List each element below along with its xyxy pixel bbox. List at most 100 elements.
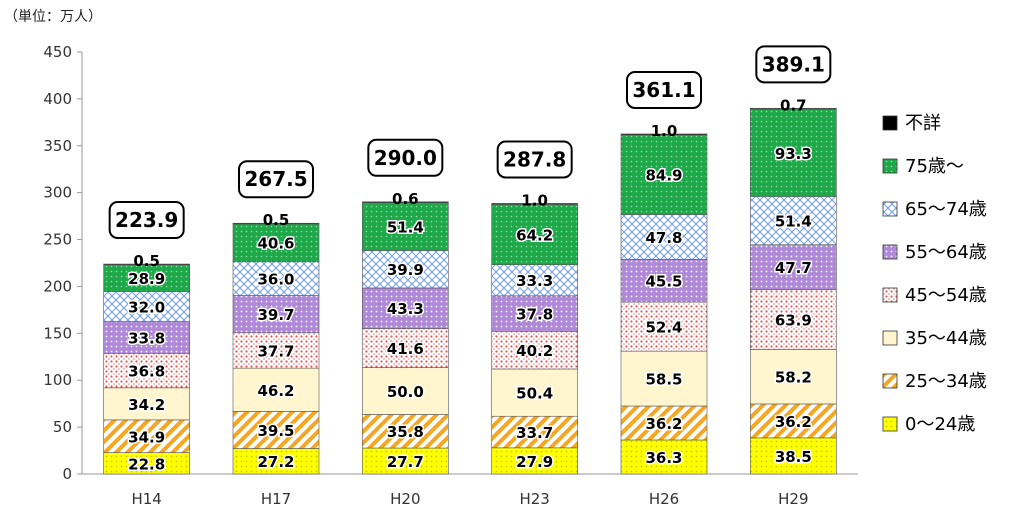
total-label: 290.0 bbox=[374, 146, 437, 170]
total-label: 223.9 bbox=[115, 208, 178, 232]
legend-label: 65～74歳 bbox=[905, 199, 987, 220]
total-label: 267.5 bbox=[244, 167, 307, 191]
data-label: 39.5 bbox=[257, 422, 294, 440]
data-label: 64.2 bbox=[516, 226, 553, 244]
bar-segment bbox=[103, 291, 190, 322]
total-callout-box bbox=[496, 140, 573, 179]
data-label: 27.9 bbox=[516, 453, 553, 471]
legend-label: 45～54歳 bbox=[905, 285, 987, 306]
bar-segment bbox=[232, 411, 320, 449]
legend-swatch bbox=[882, 416, 898, 432]
data-label: 0.5 bbox=[263, 211, 290, 229]
bar-segment bbox=[362, 201, 449, 203]
data-label: 50.0 bbox=[387, 383, 424, 401]
bar-segment bbox=[620, 133, 708, 136]
total-callout-box bbox=[626, 70, 702, 109]
bar-segment bbox=[750, 403, 837, 439]
data-label: 34.2 bbox=[128, 396, 165, 414]
data-label: 35.8 bbox=[387, 423, 424, 441]
data-label: 36.2 bbox=[645, 415, 682, 433]
legend-label: 0～24歳 bbox=[905, 414, 975, 435]
bar-segment bbox=[750, 289, 837, 350]
bar-segment bbox=[491, 447, 578, 475]
bar-segment bbox=[491, 204, 578, 265]
data-label: 38.5 bbox=[775, 448, 812, 466]
x-tick-label: H26 bbox=[649, 490, 679, 508]
bar-segment bbox=[750, 244, 837, 290]
total-label: 287.8 bbox=[503, 147, 566, 171]
data-label: 0.5 bbox=[133, 252, 160, 270]
data-label: 63.9 bbox=[775, 311, 812, 329]
axes: 0 50 100 150 200 250 300 350 400 450 bbox=[43, 43, 858, 483]
bar-segment bbox=[232, 367, 320, 412]
bar-segment bbox=[232, 261, 320, 296]
x-tick-label: H23 bbox=[519, 490, 549, 508]
bar-segment bbox=[362, 447, 449, 475]
data-label: 32.0 bbox=[128, 299, 165, 317]
y-tick-label: 300 bbox=[43, 184, 72, 202]
bar-segment bbox=[362, 287, 449, 329]
bar-segment bbox=[750, 437, 837, 475]
y-tick-label: 450 bbox=[43, 43, 72, 61]
data-label: 47.7 bbox=[775, 259, 812, 277]
bar-segment bbox=[491, 295, 578, 332]
data-label: 36.8 bbox=[128, 363, 165, 381]
y-tick-label: 200 bbox=[43, 277, 72, 295]
y-tick-label: 250 bbox=[43, 231, 72, 249]
data-label: 36.0 bbox=[257, 271, 294, 289]
data-label: 34.9 bbox=[128, 428, 165, 446]
data-label: 58.2 bbox=[775, 369, 812, 387]
bar-segment bbox=[103, 264, 190, 292]
bar-segment bbox=[232, 295, 320, 334]
bar-segment bbox=[620, 350, 708, 407]
legend-swatch bbox=[882, 244, 898, 260]
data-label: 39.9 bbox=[387, 261, 424, 279]
y-tick-label: 100 bbox=[43, 371, 72, 389]
y-tick-label: 150 bbox=[43, 324, 72, 342]
data-label: 45.5 bbox=[645, 273, 682, 291]
x-tick-label: H14 bbox=[131, 490, 161, 508]
bar-segment bbox=[491, 203, 578, 205]
x-tick-label: H17 bbox=[261, 490, 291, 508]
bar-segment bbox=[750, 108, 837, 110]
unit-label: （単位：万人） bbox=[4, 9, 102, 25]
legend: 不詳 75歳～ 65～74歳 55～64歳 45～54歳 35～44歳 25～34歳 0～24… bbox=[882, 113, 987, 435]
bar-segment bbox=[750, 196, 837, 246]
data-label: 36.3 bbox=[645, 449, 682, 467]
bar-segment bbox=[491, 368, 578, 417]
legend-label: 75歳～ bbox=[905, 156, 964, 177]
bar-segment bbox=[103, 321, 190, 354]
total-label: 361.1 bbox=[632, 78, 695, 102]
legend-label: 不詳 bbox=[905, 113, 941, 134]
y-tick-label: 0 bbox=[62, 465, 72, 483]
data-label: 33.8 bbox=[128, 329, 165, 347]
total-callout-box bbox=[108, 201, 185, 240]
total-callout-box bbox=[238, 160, 314, 199]
legend-swatch bbox=[882, 115, 898, 131]
data-label: 40.2 bbox=[516, 342, 553, 360]
data-label: 1.0 bbox=[521, 191, 548, 209]
total-label: 389.1 bbox=[762, 52, 825, 76]
bar-segment bbox=[491, 264, 578, 297]
x-tick-label: H29 bbox=[778, 490, 808, 508]
legend-swatch bbox=[882, 158, 898, 174]
data-label: 43.3 bbox=[387, 300, 424, 318]
bar-segment bbox=[103, 419, 190, 453]
bar-segment bbox=[362, 202, 449, 251]
bar-segment bbox=[620, 301, 708, 352]
bar-segment bbox=[362, 367, 449, 415]
total-callout-box bbox=[755, 45, 832, 84]
bar-segment bbox=[750, 349, 837, 405]
legend-label: 25～34歳 bbox=[905, 371, 987, 392]
bar-segment bbox=[103, 353, 190, 389]
data-label: 52.4 bbox=[645, 319, 682, 337]
data-label: 36.2 bbox=[775, 413, 812, 431]
bar-segment bbox=[232, 222, 320, 225]
data-label: 37.7 bbox=[257, 342, 294, 360]
bar-segment bbox=[620, 439, 708, 475]
data-label: 40.6 bbox=[257, 235, 294, 253]
data-label: 51.4 bbox=[775, 213, 812, 231]
data-label: 28.9 bbox=[128, 270, 165, 288]
x-tick-label: H20 bbox=[390, 490, 420, 508]
